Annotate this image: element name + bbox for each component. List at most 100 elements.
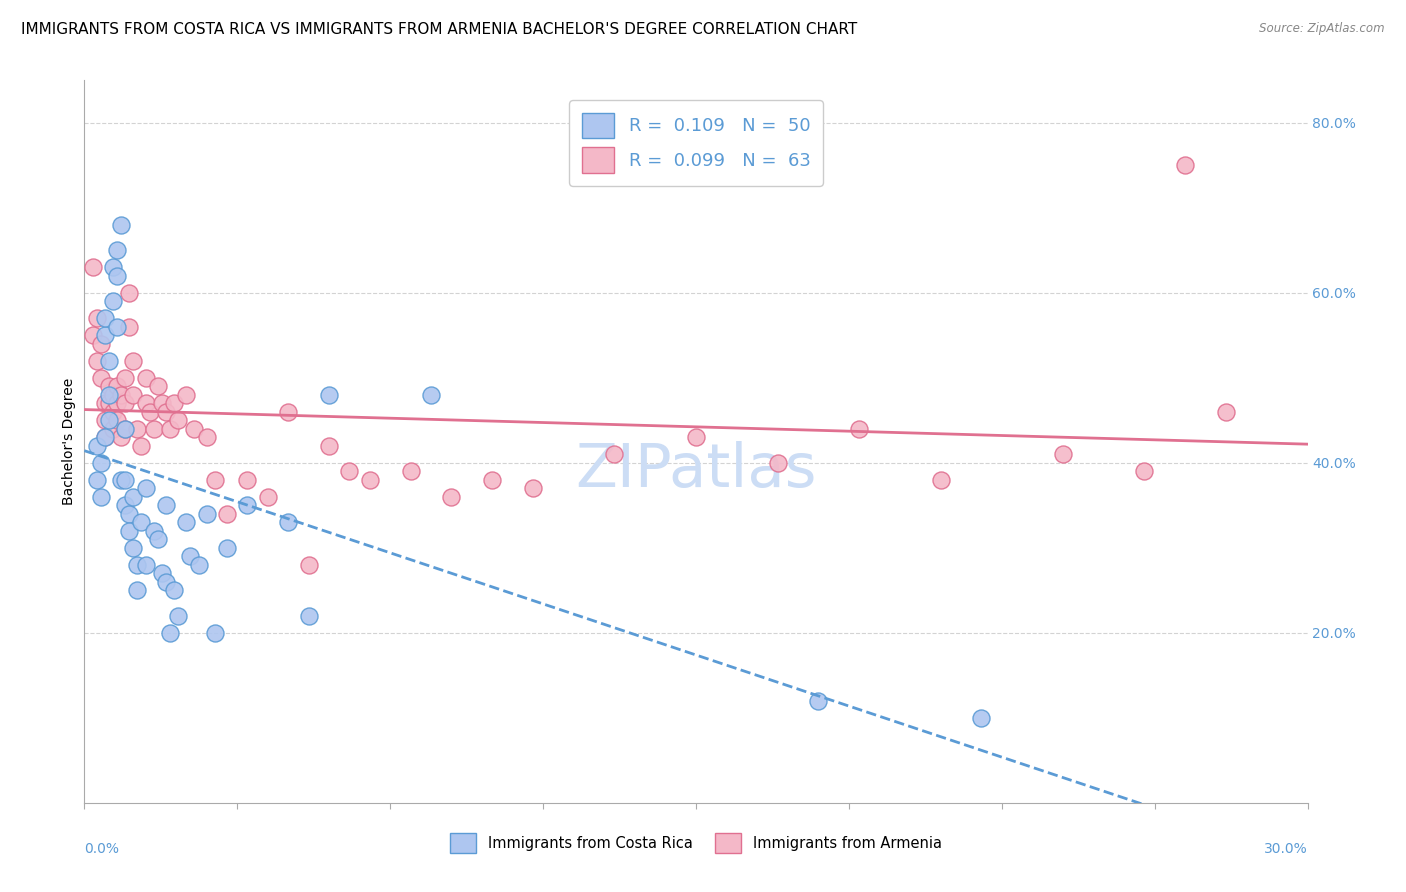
Point [195, 430, 218, 444]
Point [155, 405, 177, 419]
Point [90, 336, 112, 351]
Point [183, 422, 205, 436]
Point [105, 268, 128, 283]
Point [131, 439, 153, 453]
Point [93, 430, 115, 444]
Point [146, 379, 169, 393]
Point [1133, 464, 1156, 478]
Point [105, 319, 128, 334]
Point [127, 422, 149, 436]
Point [105, 379, 128, 393]
Point [163, 583, 186, 598]
Point [155, 574, 177, 589]
Point [236, 473, 259, 487]
Point [167, 413, 190, 427]
Point [142, 422, 165, 436]
Point [848, 422, 870, 436]
Text: 0.0%: 0.0% [84, 842, 120, 855]
Point [122, 490, 145, 504]
Point [195, 507, 218, 521]
Point [97, 353, 120, 368]
Point [155, 498, 177, 512]
Point [685, 430, 707, 444]
Point [187, 558, 209, 572]
Point [110, 388, 132, 402]
Point [1215, 405, 1237, 419]
Point [174, 388, 197, 402]
Point [481, 473, 503, 487]
Point [359, 473, 381, 487]
Point [298, 608, 321, 623]
Point [236, 498, 259, 512]
Point [118, 507, 141, 521]
Point [174, 516, 197, 530]
Point [118, 285, 141, 300]
Point [110, 430, 132, 444]
Point [101, 294, 124, 309]
Point [110, 218, 132, 232]
Point [146, 533, 169, 547]
Point [101, 388, 124, 402]
Text: 30.0%: 30.0% [1264, 842, 1308, 855]
Point [114, 422, 136, 436]
Point [101, 405, 124, 419]
Point [97, 396, 120, 410]
Point [93, 311, 115, 326]
Point [135, 481, 157, 495]
Point [127, 558, 149, 572]
Point [105, 244, 128, 258]
Point [217, 541, 239, 555]
Point [257, 490, 280, 504]
Point [101, 422, 124, 436]
Legend: Immigrants from Costa Rica, Immigrants from Armenia: Immigrants from Costa Rica, Immigrants f… [443, 825, 949, 861]
Point [127, 583, 149, 598]
Point [159, 422, 181, 436]
Point [122, 388, 145, 402]
Point [135, 371, 157, 385]
Y-axis label: Bachelor's Degree: Bachelor's Degree [62, 378, 76, 505]
Point [97, 413, 120, 427]
Point [159, 625, 181, 640]
Point [82, 260, 104, 275]
Point [807, 694, 830, 708]
Point [318, 388, 340, 402]
Point [114, 396, 136, 410]
Point [114, 498, 136, 512]
Point [318, 439, 340, 453]
Point [93, 396, 115, 410]
Point [97, 379, 120, 393]
Point [114, 422, 136, 436]
Point [163, 396, 186, 410]
Point [90, 490, 112, 504]
Point [105, 396, 128, 410]
Point [93, 413, 115, 427]
Text: Source: ZipAtlas.com: Source: ZipAtlas.com [1260, 22, 1385, 36]
Point [97, 388, 120, 402]
Point [298, 558, 321, 572]
Point [86, 353, 108, 368]
Point [440, 490, 463, 504]
Point [179, 549, 201, 564]
Point [766, 456, 789, 470]
Point [522, 481, 544, 495]
Point [114, 371, 136, 385]
Point [204, 625, 226, 640]
Point [86, 311, 108, 326]
Point [1052, 447, 1074, 461]
Point [90, 371, 112, 385]
Text: ZIPatlas: ZIPatlas [575, 441, 817, 500]
Point [118, 524, 141, 538]
Point [142, 524, 165, 538]
Point [122, 353, 145, 368]
Point [150, 396, 173, 410]
Point [93, 430, 115, 444]
Point [217, 507, 239, 521]
Point [93, 328, 115, 343]
Point [86, 473, 108, 487]
Point [277, 516, 299, 530]
Point [135, 558, 157, 572]
Point [110, 473, 132, 487]
Text: IMMIGRANTS FROM COSTA RICA VS IMMIGRANTS FROM ARMENIA BACHELOR'S DEGREE CORRELAT: IMMIGRANTS FROM COSTA RICA VS IMMIGRANTS… [21, 22, 858, 37]
Point [970, 711, 993, 725]
Point [150, 566, 173, 581]
